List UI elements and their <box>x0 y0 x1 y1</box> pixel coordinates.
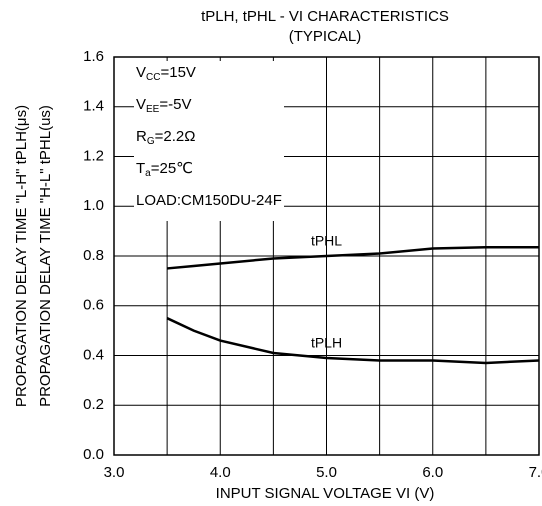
x-axis-label: INPUT SIGNAL VOLTAGE VI (V) <box>216 485 435 502</box>
y-axis-label: PROPAGATION DELAY TIME "L-H" tPLH(μs) <box>13 105 30 407</box>
series-label: tPHL <box>311 233 342 249</box>
annotation-text: V <box>136 96 146 113</box>
annotation-bg <box>134 61 284 221</box>
series-label: tPLH <box>311 335 342 351</box>
y-tick-label: 0.2 <box>83 396 104 413</box>
y-tick-label: 0.0 <box>83 446 104 463</box>
annotation: Ta=25℃ <box>136 160 193 179</box>
annotation-text: LOAD:CM150DU-24F <box>136 192 282 209</box>
chart-title: tPLH, tPHL - VI CHARACTERISTICS <box>201 8 449 25</box>
series-line <box>167 246 539 270</box>
y-tick-label: 0.6 <box>83 297 104 314</box>
y-axis-label: PROPAGATION DELAY TIME "H-L" tPHL(us) <box>37 105 54 407</box>
x-tick-label: 7.0 <box>529 464 542 481</box>
annotation-sub: G <box>147 136 155 147</box>
annotation-sub: EE <box>146 104 160 115</box>
chart-title: (TYPICAL) <box>289 28 362 45</box>
x-tick-label: 6.0 <box>422 464 443 481</box>
annotation: RG=2.2Ω <box>136 128 195 147</box>
annotation: VEE=-5V <box>136 96 191 115</box>
y-tick-label: 1.6 <box>83 48 104 65</box>
annotation-text: T <box>136 160 145 177</box>
x-tick-label: 4.0 <box>210 464 231 481</box>
annotation-sub: CC <box>146 72 160 83</box>
x-tick-label: 3.0 <box>104 464 125 481</box>
y-tick-label: 0.8 <box>83 247 104 264</box>
annotation-text: R <box>136 128 147 145</box>
annotation-rest: =2.2Ω <box>155 128 196 145</box>
annotation-rest: =25℃ <box>151 160 193 177</box>
annotation: VCC=15V <box>136 64 196 83</box>
annotation-text: V <box>136 64 146 81</box>
y-tick-label: 1.2 <box>83 147 104 164</box>
annotation-rest: =15V <box>160 64 195 81</box>
annotation-sub: a <box>145 168 151 179</box>
y-tick-label: 1.0 <box>83 197 104 214</box>
annotation-rest: =-5V <box>159 96 191 113</box>
x-tick-label: 5.0 <box>316 464 337 481</box>
annotation: LOAD:CM150DU-24F <box>136 192 282 209</box>
series-line <box>166 317 540 365</box>
y-tick-label: 0.4 <box>83 346 104 363</box>
y-tick-label: 1.4 <box>83 98 104 115</box>
